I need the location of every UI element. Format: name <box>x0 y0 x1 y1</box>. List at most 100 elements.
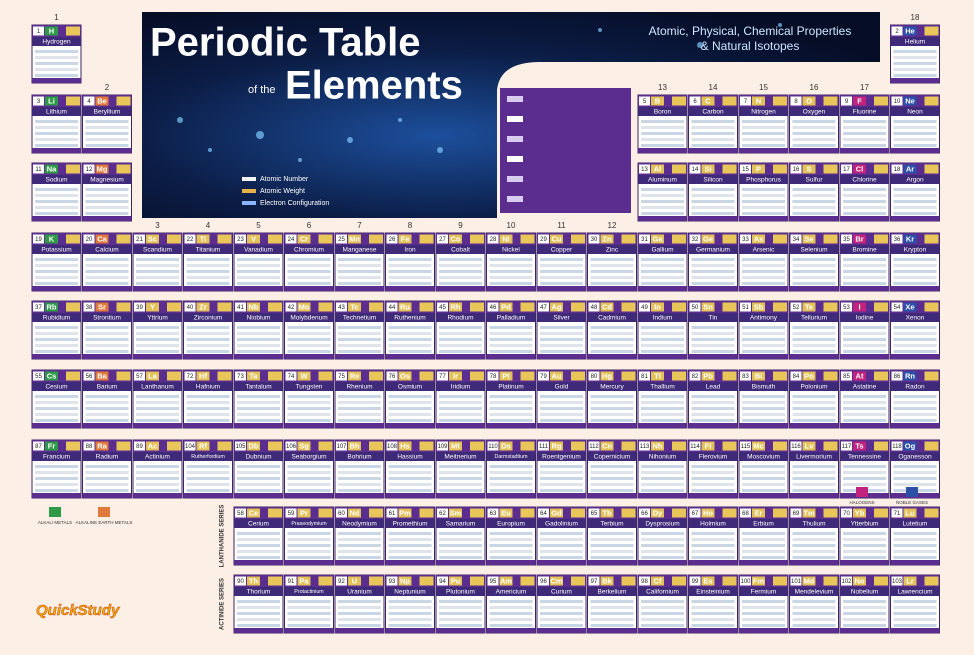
symbol-box <box>752 96 765 106</box>
element-name: Silicon <box>703 177 723 184</box>
property-line <box>691 194 735 197</box>
property-line <box>742 401 785 404</box>
property-line <box>893 258 937 261</box>
property-line <box>186 465 230 468</box>
name-band <box>537 519 586 528</box>
symbol-box <box>95 234 109 244</box>
weight-box <box>672 371 686 381</box>
property-line <box>641 624 684 627</box>
element-name: Silver <box>553 315 570 322</box>
legend-panel <box>500 88 631 213</box>
atomic-number: 56 <box>86 374 93 380</box>
property-line <box>85 138 129 141</box>
cell-footer <box>385 423 435 428</box>
atomic-number: 10 <box>894 99 901 105</box>
element-name: Yttrium <box>147 315 168 322</box>
property-line <box>843 419 886 422</box>
property-line <box>691 350 735 353</box>
element-symbol: U <box>352 576 357 585</box>
element-symbol: Ho <box>703 508 713 517</box>
weight-box <box>116 371 131 381</box>
property-line <box>792 200 836 203</box>
name-band <box>32 452 81 461</box>
property-line <box>590 350 634 353</box>
property-line <box>843 344 886 347</box>
property-line <box>388 276 432 279</box>
number-box <box>790 441 802 451</box>
symbol-box <box>146 371 159 381</box>
property-line <box>893 618 937 621</box>
symbol-box <box>499 508 513 518</box>
name-band <box>335 382 384 391</box>
element-name: Germanium <box>696 247 730 254</box>
property-line <box>338 258 381 261</box>
weight-box <box>722 164 737 174</box>
property-line <box>388 401 432 404</box>
atomic-number: 6 <box>693 99 697 105</box>
element-symbol: Mo <box>299 302 310 311</box>
symbol-box <box>802 164 816 174</box>
number-box <box>437 508 448 518</box>
cell-footer <box>32 216 81 221</box>
property-line <box>439 350 482 353</box>
property-line <box>186 344 230 347</box>
element-symbol: Ne <box>905 96 915 105</box>
property-line <box>641 600 684 603</box>
property-line <box>590 270 634 273</box>
element-name: Ruthenium <box>394 315 425 322</box>
number-box <box>437 234 448 244</box>
cell-footer <box>638 560 687 565</box>
property-line <box>489 556 533 559</box>
symbol-box <box>802 576 816 586</box>
element-symbol: Al <box>654 164 662 173</box>
property-line <box>590 532 634 535</box>
legend-label: ALKALI METALS <box>38 520 72 525</box>
name-band <box>587 313 637 322</box>
property-line <box>338 344 381 347</box>
property-line <box>590 326 634 329</box>
cell-footer <box>537 423 586 428</box>
property-line <box>439 612 482 615</box>
property-line <box>893 270 937 273</box>
name-band <box>385 519 435 528</box>
element-name: Tennessine <box>848 454 881 461</box>
property-line <box>641 126 684 129</box>
cell-footer <box>688 493 738 498</box>
element-symbol: At <box>856 371 864 380</box>
weight-box <box>722 508 737 518</box>
property-line <box>590 395 634 398</box>
property-line <box>590 465 634 468</box>
element-symbol: Kr <box>906 234 914 243</box>
property-line <box>439 618 482 621</box>
property-line <box>843 413 886 416</box>
number-box <box>184 441 196 451</box>
name-band <box>486 587 536 596</box>
property-line <box>843 600 886 603</box>
element-symbol: Tl <box>654 371 661 380</box>
atomic-number: 89 <box>136 444 143 450</box>
symbol-box <box>45 234 58 244</box>
property-line <box>237 477 280 480</box>
property-line <box>691 212 735 215</box>
property-line <box>742 120 785 123</box>
atomic-number: 39 <box>136 305 143 311</box>
weight-box <box>621 302 636 312</box>
property-line <box>338 264 381 267</box>
property-line <box>691 395 735 398</box>
property-line <box>338 606 381 609</box>
property-line <box>893 544 937 547</box>
symbol-box <box>903 302 917 312</box>
property-line <box>489 264 533 267</box>
property-line <box>792 144 836 147</box>
property-line <box>742 413 785 416</box>
element-symbol: Pb <box>703 371 713 380</box>
weight-box <box>672 234 686 244</box>
